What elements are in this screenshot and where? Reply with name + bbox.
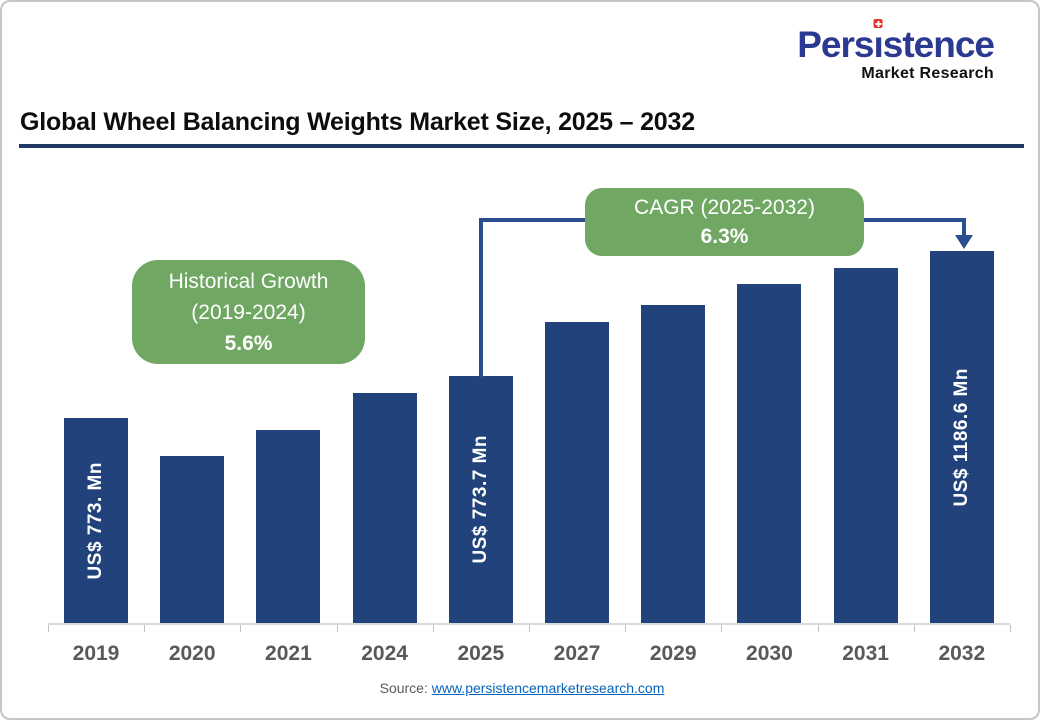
title-underline	[19, 144, 1024, 148]
connector-vertical-right	[962, 218, 966, 236]
connector-horizontal-left	[479, 218, 585, 222]
cagr-line1: CAGR (2025-2032)	[634, 196, 815, 219]
bar-2032: US$ 1186.6 Mn	[929, 251, 994, 623]
logo-text-pre: Pers	[797, 24, 874, 65]
x-axis-line	[48, 623, 1010, 625]
logo-text-post: stence	[882, 24, 995, 65]
bar-2025: US$ 773.7 Mn	[448, 376, 513, 623]
bar-2031	[833, 268, 898, 623]
x-axis-tick	[432, 625, 434, 632]
x-axis-label-2029: 2029	[649, 642, 697, 665]
x-axis-label-2032: 2032	[938, 642, 986, 665]
logo-text-i: ı	[873, 24, 883, 65]
x-axis-label-2025: 2025	[457, 642, 505, 665]
chart-title: Global Wheel Balancing Weights Market Si…	[20, 108, 695, 136]
x-axis-label-2030: 2030	[746, 642, 793, 665]
x-axis-tick	[336, 625, 338, 632]
x-axis-tick	[1009, 625, 1011, 632]
bar-2029	[641, 305, 706, 623]
x-axis-label-2031: 2031	[842, 642, 889, 665]
bar-2024	[352, 393, 417, 623]
x-axis-tick	[144, 625, 146, 632]
connector-horizontal-right	[864, 218, 964, 222]
x-axis-tick	[721, 625, 723, 632]
bar-value-label-2019: US$ 773. Mn	[85, 461, 106, 580]
connector-vertical-left	[479, 220, 483, 378]
source-label: Source:	[379, 680, 428, 696]
source-link[interactable]: www.persistencemarketresearch.com	[431, 680, 665, 696]
x-axis-label-2019: 2019	[72, 642, 120, 665]
historical-growth-callout: Historical Growth (2019-2024) 5.6%	[132, 260, 365, 364]
x-axis-tick	[47, 625, 49, 632]
cagr-callout: CAGR (2025-2032) 6.3%	[585, 188, 864, 256]
source-row: Source: www.persistencemarketresearch.co…	[2, 680, 1038, 696]
cagr-value: 6.3%	[700, 225, 749, 248]
logo-red-cross-icon	[873, 19, 883, 28]
x-axis-tick	[913, 625, 915, 632]
bar-2020	[160, 456, 225, 623]
logo-wordmark: Pers ıstence	[797, 19, 995, 65]
x-axis-label-2021: 2021	[265, 642, 312, 665]
historical-growth-value: 5.6%	[224, 331, 273, 355]
logo-letter-i: ı	[873, 19, 884, 65]
logo-tagline: Market Research	[861, 65, 994, 82]
bar-value-label-2025: US$ 773.7 Mn	[469, 435, 491, 564]
arrow-down-icon	[955, 235, 973, 249]
x-axis-tick	[240, 625, 242, 632]
bar-2019: US$ 773. Mn	[64, 418, 128, 623]
historical-growth-line2: (2019-2024)	[191, 300, 306, 324]
bar-2030	[737, 284, 802, 623]
x-axis-label-2024: 2024	[361, 642, 408, 665]
bar-2021	[256, 430, 321, 623]
x-axis-label-2027: 2027	[553, 642, 601, 665]
logo: Pers ıstence Market Research	[797, 19, 995, 83]
x-axis-tick	[625, 625, 627, 632]
x-axis-tick	[528, 625, 530, 632]
x-axis-label-2020: 2020	[168, 642, 216, 665]
x-axis-tick	[817, 625, 819, 632]
bar-value-label-2032: US$ 1186.6 Mn	[950, 367, 972, 507]
historical-growth-line1: Historical Growth	[168, 269, 329, 293]
bar-2027	[545, 322, 609, 623]
